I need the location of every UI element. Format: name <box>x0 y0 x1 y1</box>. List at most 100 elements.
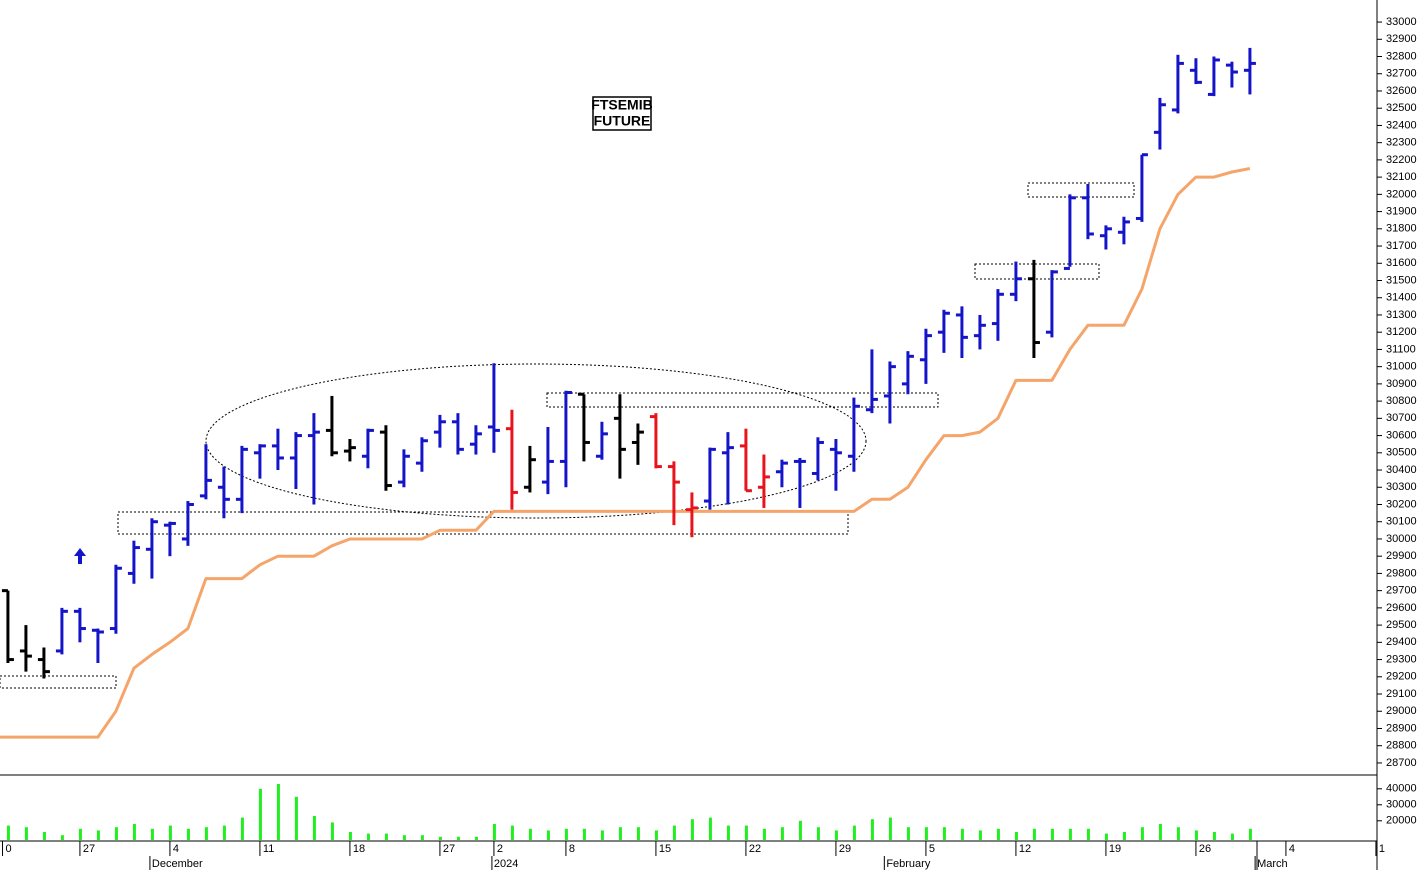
x-tick-label: 0 <box>6 843 12 855</box>
x-tick-label: 8 <box>569 843 575 855</box>
volume-bar <box>798 820 802 840</box>
volume-bar <box>870 819 874 840</box>
volume-bar <box>366 833 370 840</box>
volume-bar <box>816 827 820 840</box>
x-tick-label: 27 <box>443 843 455 855</box>
volume-bar <box>330 822 334 840</box>
y-tick-label: 31600 <box>1386 257 1417 269</box>
volume-bar <box>1104 833 1108 840</box>
x-tick-label: 1 <box>1379 843 1385 855</box>
volume-bar <box>1050 828 1054 840</box>
y-tick-label: 31000 <box>1386 361 1417 373</box>
volume-bar <box>852 825 856 840</box>
volume-bar <box>906 827 910 840</box>
y-tick-label: 31800 <box>1386 223 1417 235</box>
volume-bar <box>96 830 100 840</box>
y-tick-label: 31900 <box>1386 205 1417 217</box>
y-tick-label: 31300 <box>1386 309 1417 321</box>
volume-bar <box>762 828 766 840</box>
volume-bar <box>492 824 496 840</box>
y-tick-label: 30600 <box>1386 429 1417 441</box>
volume-bar <box>150 828 154 840</box>
x-tick-label: 18 <box>353 843 365 855</box>
x-tick-label: 2 <box>497 843 503 855</box>
volume-bar <box>1014 832 1018 840</box>
volume-bar <box>474 836 478 840</box>
y-tick-label: 32800 <box>1386 50 1417 62</box>
y-tick-label: 30400 <box>1386 464 1417 476</box>
y-tick-label: 29800 <box>1386 567 1417 579</box>
dashed-box <box>546 392 939 408</box>
volume-bar <box>582 828 586 840</box>
y-tick-label: 32300 <box>1386 137 1417 149</box>
volume-bar <box>996 828 1000 840</box>
y-tick-label: 32000 <box>1386 188 1417 200</box>
y-tick-label: 32200 <box>1386 154 1417 166</box>
volume-bar <box>1176 827 1180 840</box>
volume-bar <box>942 827 946 840</box>
x-tick-label: 5 <box>929 843 935 855</box>
volume-bar <box>510 825 514 840</box>
x-tick-label: 19 <box>1109 843 1121 855</box>
volume-bar <box>600 830 604 840</box>
y-tick-label: 32700 <box>1386 68 1417 80</box>
dashed-ellipse <box>205 363 867 519</box>
volume-bar <box>924 827 928 840</box>
volume-bar <box>186 828 190 840</box>
y-tick-label: 29200 <box>1386 671 1417 683</box>
x-tick-label: 27 <box>83 843 95 855</box>
y-tick-label: 32600 <box>1386 85 1417 97</box>
y-tick-label: 32500 <box>1386 102 1417 114</box>
x-tick-label: 15 <box>659 843 671 855</box>
dashed-box <box>117 511 849 535</box>
volume-bar <box>294 796 298 840</box>
volume-bar <box>1194 830 1198 840</box>
volume-bar <box>420 835 424 840</box>
x-tick-label: 4 <box>173 843 179 855</box>
volume-tick-label: 30000 <box>1386 799 1417 811</box>
volume-bar <box>654 830 658 840</box>
volume-bar <box>1086 828 1090 840</box>
y-tick-label: 31200 <box>1386 326 1417 338</box>
y-tick-label: 29900 <box>1386 550 1417 562</box>
dashed-box <box>1027 182 1135 198</box>
y-tick-label: 30300 <box>1386 481 1417 493</box>
volume-bar <box>690 819 694 840</box>
volume-bar <box>456 836 460 840</box>
volume-bar <box>780 827 784 840</box>
trailing-line <box>0 167 1251 739</box>
volume-bar <box>1212 832 1216 840</box>
y-tick-label: 28700 <box>1386 757 1417 769</box>
annotation-shapes <box>0 182 1135 689</box>
volume-bar <box>1158 824 1162 840</box>
y-tick-label: 29000 <box>1386 705 1417 717</box>
y-tick-label: 32400 <box>1386 119 1417 131</box>
volume-bar <box>42 832 46 840</box>
volume-bar <box>1068 828 1072 840</box>
volume-bar <box>978 830 982 840</box>
volume-bar <box>1230 833 1234 840</box>
volume-bar <box>24 827 28 840</box>
volume-bar <box>1140 827 1144 840</box>
annotation: FTSEMIB <box>591 97 652 113</box>
volume-bar <box>168 825 172 840</box>
x-tick-label: 29 <box>839 843 851 855</box>
volume-bar <box>636 827 640 840</box>
volume-bar <box>6 825 10 840</box>
y-tick-label: 29700 <box>1386 585 1417 597</box>
y-tick-label: 30100 <box>1386 516 1417 528</box>
volume-bar <box>1248 828 1252 840</box>
x-tick-label: 26 <box>1199 843 1211 855</box>
y-tick-label: 29600 <box>1386 602 1417 614</box>
volume-tick-label: 20000 <box>1386 815 1417 827</box>
volume-bar <box>438 836 442 840</box>
month-label: February <box>886 858 931 870</box>
month-label: March <box>1257 858 1288 870</box>
y-tick-label: 30200 <box>1386 498 1417 510</box>
annotation-box <box>592 96 652 131</box>
y-tick-label: 31500 <box>1386 274 1417 286</box>
volume-bar <box>78 828 82 840</box>
annotation: FUTURE <box>594 113 651 129</box>
